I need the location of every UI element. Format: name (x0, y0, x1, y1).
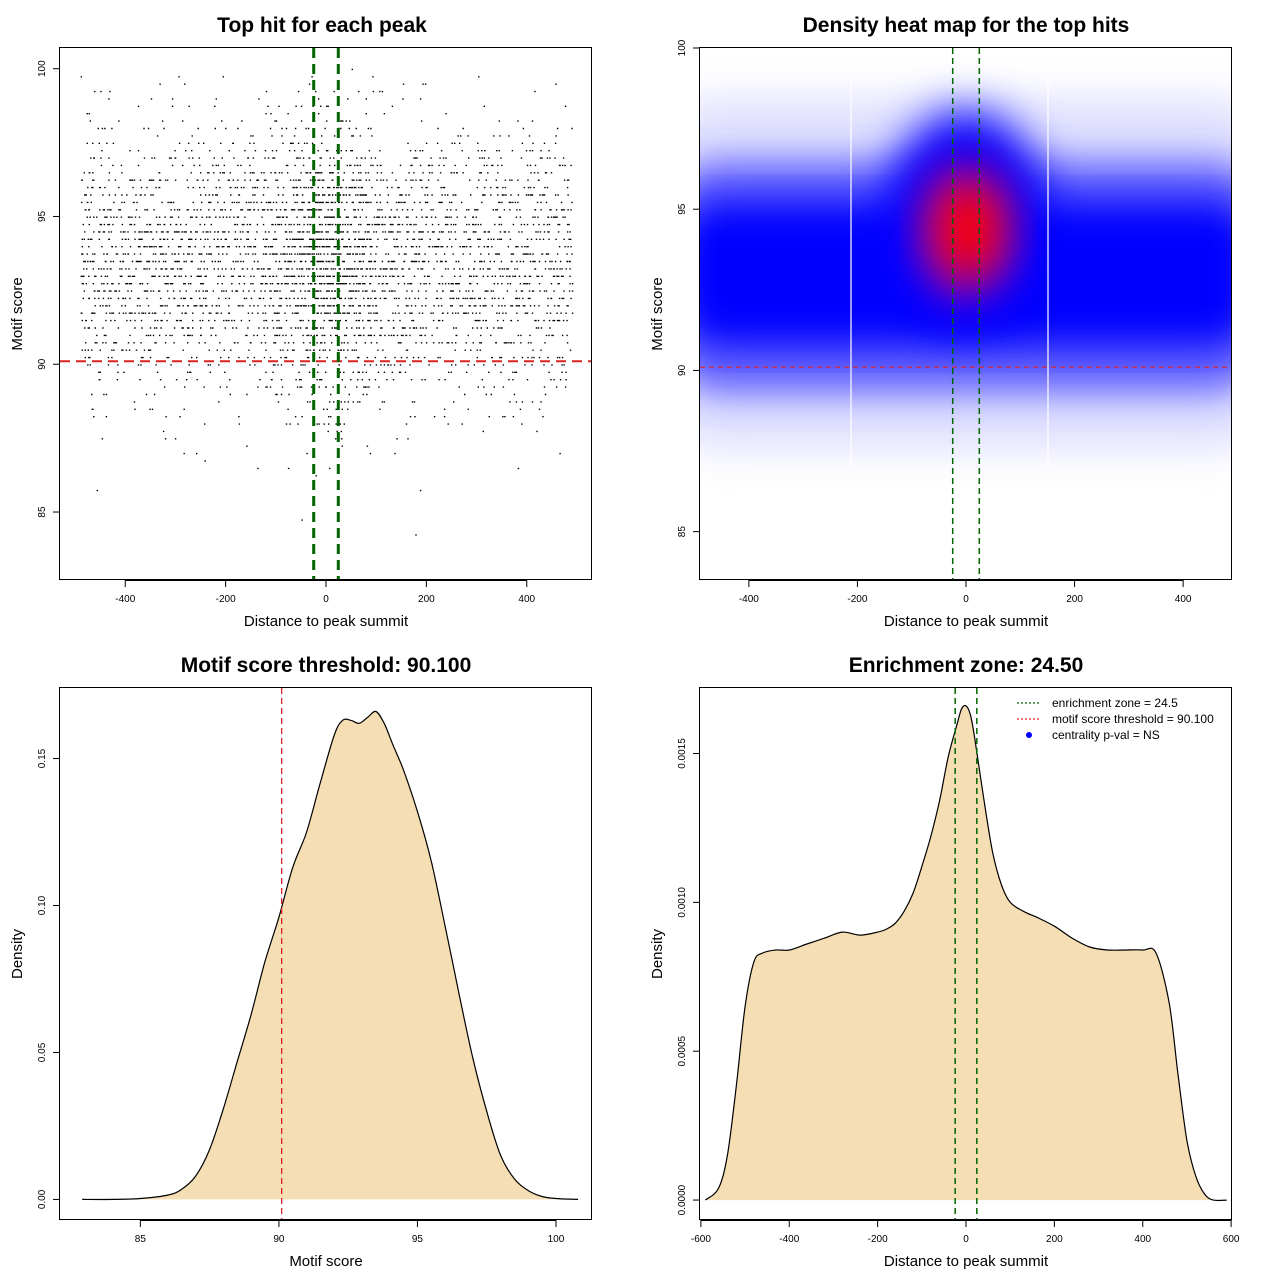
x-tick-label: 0 (963, 594, 969, 605)
x-tick-label: 85 (135, 1234, 147, 1245)
x-tick-label: 0 (963, 1234, 969, 1245)
y-axis-label: Motif score (9, 277, 26, 350)
y-tick-label: 0.0000 (677, 1184, 688, 1215)
y-axis-label: Motif score (649, 277, 666, 350)
legend-label: centrality p-val = NS (1052, 728, 1160, 742)
x-tick-label: 95 (412, 1234, 424, 1245)
y-tick-label: 95 (677, 203, 688, 215)
density-curve (704, 704, 1227, 1202)
y-tick-label: 0.0005 (677, 1035, 688, 1066)
x-tick-label: -400 (115, 594, 135, 605)
y-tick-label: 90 (37, 358, 48, 370)
chart-title: Motif score threshold: 90.100 (181, 654, 472, 677)
x-axis-label: Distance to peak summit (884, 613, 1049, 630)
x-axis: -400 -200 0 200 400 (739, 580, 1192, 605)
x-tick-label: 600 (1223, 1234, 1240, 1245)
chart-title: Top hit for each peak (217, 14, 427, 37)
x-tick-label: 100 (548, 1234, 565, 1245)
x-tick-label: -200 (847, 594, 867, 605)
chart-title: Enrichment zone: 24.50 (849, 654, 1084, 677)
legend-label: motif score threshold = 90.100 (1052, 712, 1214, 726)
chart-title: Density heat map for the top hits (803, 14, 1130, 37)
x-tick-label: 200 (1046, 1234, 1063, 1245)
y-tick-label: 0.0010 (677, 887, 688, 918)
y-axis: 0.0000 0.0005 0.0010 0.0015 (677, 738, 700, 1215)
x-axis-label: Motif score (289, 1253, 362, 1270)
x-tick-label: 400 (518, 594, 535, 605)
y-tick-label: 85 (37, 506, 48, 518)
x-tick-label: 90 (273, 1234, 285, 1245)
x-axis: -600 -400 -200 0 200 400 600 (691, 1220, 1240, 1245)
panel-distance-density: Enrichment zone: 24.50 -600 -400 -200 0 200 4… (649, 654, 1240, 1270)
x-tick-label: -600 (691, 1234, 711, 1245)
y-tick-label: 85 (677, 526, 688, 538)
y-tick-label: 0.10 (37, 895, 48, 915)
y-tick-label: 0.00 (37, 1189, 48, 1209)
scatter-point-cloud (80, 68, 574, 536)
x-tick-label: 400 (1134, 1234, 1151, 1245)
x-tick-label: 200 (1066, 594, 1083, 605)
panel-score-density: Motif score threshold: 90.100 85 90 95 100 … (9, 654, 592, 1270)
heatmap-hotspot (934, 179, 1002, 280)
legend-label: enrichment zone = 24.5 (1052, 696, 1178, 710)
x-axis-label: Distance to peak summit (884, 1253, 1049, 1270)
y-axis-label: Density (9, 928, 26, 979)
x-tick-label: -400 (779, 1234, 799, 1245)
x-tick-label: 0 (323, 594, 329, 605)
y-axis: 85 90 95 100 (677, 39, 700, 537)
y-tick-label: 90 (677, 364, 688, 376)
y-tick-label: 100 (677, 39, 688, 56)
y-axis-label: Density (649, 928, 666, 979)
y-tick-label: 0.0015 (677, 738, 688, 769)
density-heatmap (700, 96, 1232, 452)
x-axis: -400 -200 0 200 400 (115, 580, 536, 605)
density-curve (82, 710, 579, 1201)
y-tick-label: 0.05 (37, 1042, 48, 1062)
y-tick-label: 0.15 (37, 748, 48, 768)
legend-point-marker (1026, 732, 1032, 738)
x-tick-label: -400 (739, 594, 759, 605)
x-axis-label: Distance to peak summit (244, 613, 409, 630)
density-area (705, 705, 1227, 1201)
density-area (82, 711, 579, 1200)
x-tick-label: -200 (216, 594, 236, 605)
y-tick-label: 100 (37, 60, 48, 77)
x-axis: 85 90 95 100 (135, 1220, 565, 1245)
legend: enrichment zone = 24.5 motif score thresh… (1017, 696, 1214, 742)
y-tick-label: 95 (37, 210, 48, 222)
y-axis: 0.00 0.05 0.10 0.15 (37, 748, 60, 1209)
scatter-points (80, 68, 574, 536)
panel-heatmap: Density heat map for the top hits -400 -2… (649, 14, 1232, 630)
x-tick-label: 400 (1175, 594, 1192, 605)
y-axis: 85 90 95 100 (37, 60, 60, 518)
x-tick-label: 200 (418, 594, 435, 605)
panel-scatter: Top hit for each peak -400 -200 0 200 400 85… (9, 14, 592, 630)
x-tick-label: -200 (868, 1234, 888, 1245)
